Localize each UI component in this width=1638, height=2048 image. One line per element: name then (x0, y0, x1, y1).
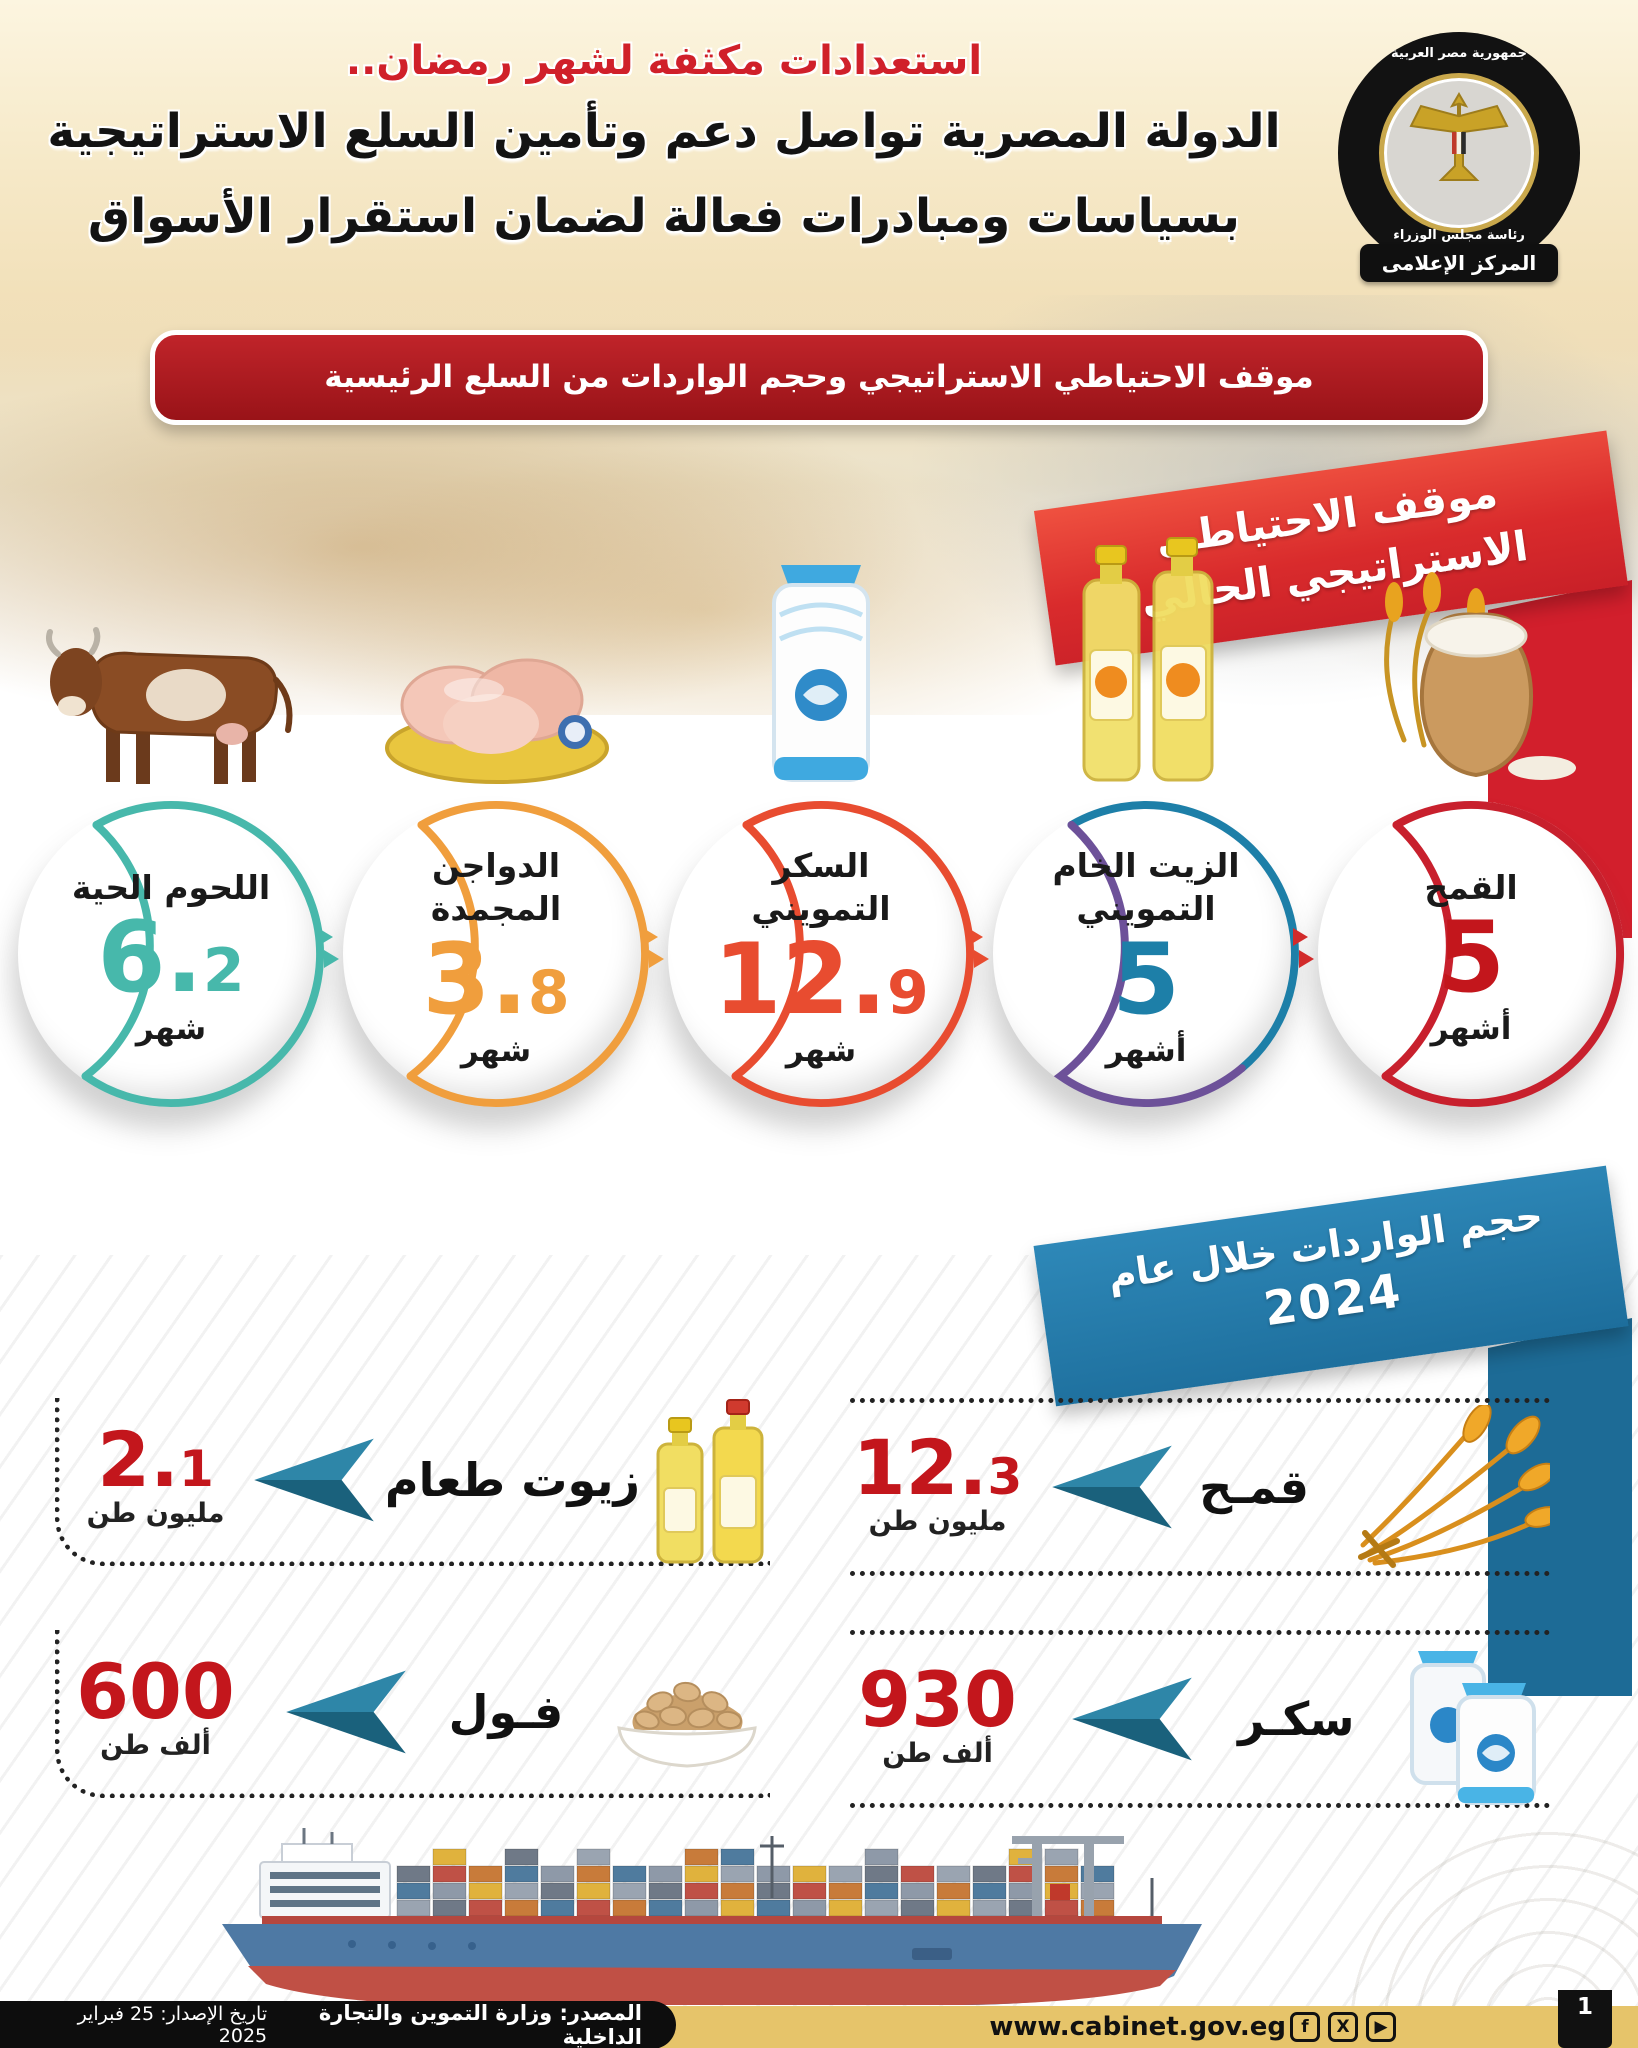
main-title-line2: بسياسات ومبادرات فعالة لضمان استقرار الأ… (88, 189, 1240, 245)
header: استعدادات مكثفة لشهر رمضان.. الدولة المص… (20, 38, 1308, 254)
import-unit: ألف طن (100, 1730, 211, 1761)
wheat-bundle-icon (1335, 1404, 1550, 1570)
issue-date: تاريخ الإصدار: 25 فبراير 2025 (77, 2003, 268, 2047)
import-arrow-icon (254, 1438, 374, 1521)
separator-arrows-icon (968, 928, 989, 968)
crescent-ring (81, 800, 325, 1108)
logo-bottom-text: رئاسة مجلس الوزراء (1393, 228, 1525, 243)
reserve-item-sugar: السكر التمويني 12.9 شهر (662, 795, 980, 1113)
cargo-ship-illustration (222, 1828, 1202, 2005)
chicken-tray-icon (337, 498, 655, 790)
commodity-unit: شهر (460, 1032, 532, 1069)
sugar-bag-icon (662, 498, 980, 790)
commodity-name: السكر التمويني (751, 846, 891, 929)
commodity-value: 5 (1111, 922, 1181, 1037)
oil-bottles-icon (987, 498, 1305, 790)
reserve-item-oil: الزيت الخام التمويني 5 أشهر (987, 795, 1305, 1113)
separator-arrows-icon (1293, 928, 1314, 968)
reserve-item-poultry: الدواجن المجمدة 3.8 شهر (337, 795, 655, 1113)
crescent-ring (406, 800, 650, 1108)
kicker-title: استعدادات مكثفة لشهر رمضان.. (345, 38, 983, 84)
import-item-beans: فـول 600 ألف طن (55, 1630, 770, 1798)
media-center-ribbon: المركز الإعلامى (1360, 244, 1558, 282)
reserve-item-meat: اللحوم الحية 6.2 شهر (12, 795, 330, 1113)
commodity-unit: أشهر (1105, 1032, 1187, 1069)
eagle-icon (1409, 92, 1509, 181)
website-link[interactable]: www.cabinet.gov.eg (989, 2012, 1286, 2042)
social-icons: f X ▶ (1290, 2012, 1396, 2042)
commodity-value: 6.2 (97, 901, 245, 1016)
main-title-line1: الدولة المصرية تواصل دعم وتأمين السلع ال… (47, 104, 1281, 159)
import-item-wheat: قمـح 12.3 مليون طن (850, 1398, 1550, 1576)
import-unit: ألف طن (882, 1737, 993, 1769)
import-value-block: 12.3 مليون طن (850, 1429, 1025, 1537)
commodity-name: الزيت الخام التمويني (1052, 846, 1240, 929)
cabinet-logo: جمهورية مصر العربية رئاسة مجلس الوزراء ا… (1338, 32, 1580, 284)
x-icon[interactable]: X (1328, 2012, 1358, 2042)
footer-bar: المصدر: وزارة التموين والتجارة الداخلية … (0, 1990, 1638, 2048)
sugar-bags-icon (1400, 1629, 1550, 1809)
import-value-block: 2.1 مليون طن (68, 1422, 243, 1530)
facebook-icon[interactable]: f (1290, 2012, 1320, 2042)
import-arrow-icon (1071, 1677, 1192, 1761)
source-pill: المصدر: وزارة التموين والتجارة الداخلية … (0, 2001, 676, 2048)
youtube-icon[interactable]: ▶ (1366, 2012, 1396, 2042)
cow-icon (12, 498, 330, 790)
commodity-name: اللحوم الحية (71, 867, 271, 907)
import-value-block: 600 ألف طن (68, 1654, 243, 1762)
import-name: فـول (448, 1684, 564, 1739)
reserve-item-wheat: القمح 5 أشهر (1312, 795, 1630, 1113)
crescent-ring (1053, 801, 1299, 1107)
crescent-ring (731, 800, 975, 1108)
commodity-value: 5 (1436, 901, 1506, 1016)
import-name: قمـح (1199, 1460, 1309, 1514)
beans-bowl-icon (605, 1644, 770, 1779)
logo-top-text: جمهورية مصر العربية (1391, 46, 1527, 61)
page-number-tab: 1 (1558, 1990, 1612, 2048)
flour-sack-icon (1312, 498, 1630, 790)
import-unit: مليون طن (868, 1505, 1007, 1537)
separator-arrows-icon (318, 928, 339, 968)
oil-bottles-icon (650, 1392, 770, 1567)
section-banner: موقف الاحتياطي الاستراتيجي وحجم الواردات… (150, 330, 1488, 425)
commodity-name: القمح (1424, 867, 1518, 907)
source-text: المصدر: وزارة التموين والتجارة الداخلية (318, 2001, 642, 2048)
import-arrow-icon (285, 1670, 406, 1753)
commodity-unit: شهر (785, 1032, 857, 1069)
import-item-sugar: سكـر 930 ألف طن (850, 1630, 1550, 1808)
import-name: سكـر (1238, 1692, 1355, 1746)
commodity-value: 12.9 (713, 922, 929, 1037)
commodity-unit: أشهر (1430, 1011, 1512, 1048)
commodity-name: الدواجن المجمدة (430, 846, 562, 929)
separator-arrows-icon (643, 928, 664, 968)
crescent-ring (1381, 800, 1625, 1108)
import-item-oils: زيوت طعام 2.1 مليون طن (55, 1398, 770, 1566)
import-arrow-icon (1052, 1445, 1172, 1529)
import-unit: مليون طن (86, 1498, 225, 1529)
import-value-block: 930 ألف طن (850, 1661, 1025, 1769)
import-name: زيوت طعام (384, 1452, 641, 1507)
commodity-unit: شهر (135, 1011, 207, 1048)
commodity-value: 3.8 (422, 922, 570, 1037)
